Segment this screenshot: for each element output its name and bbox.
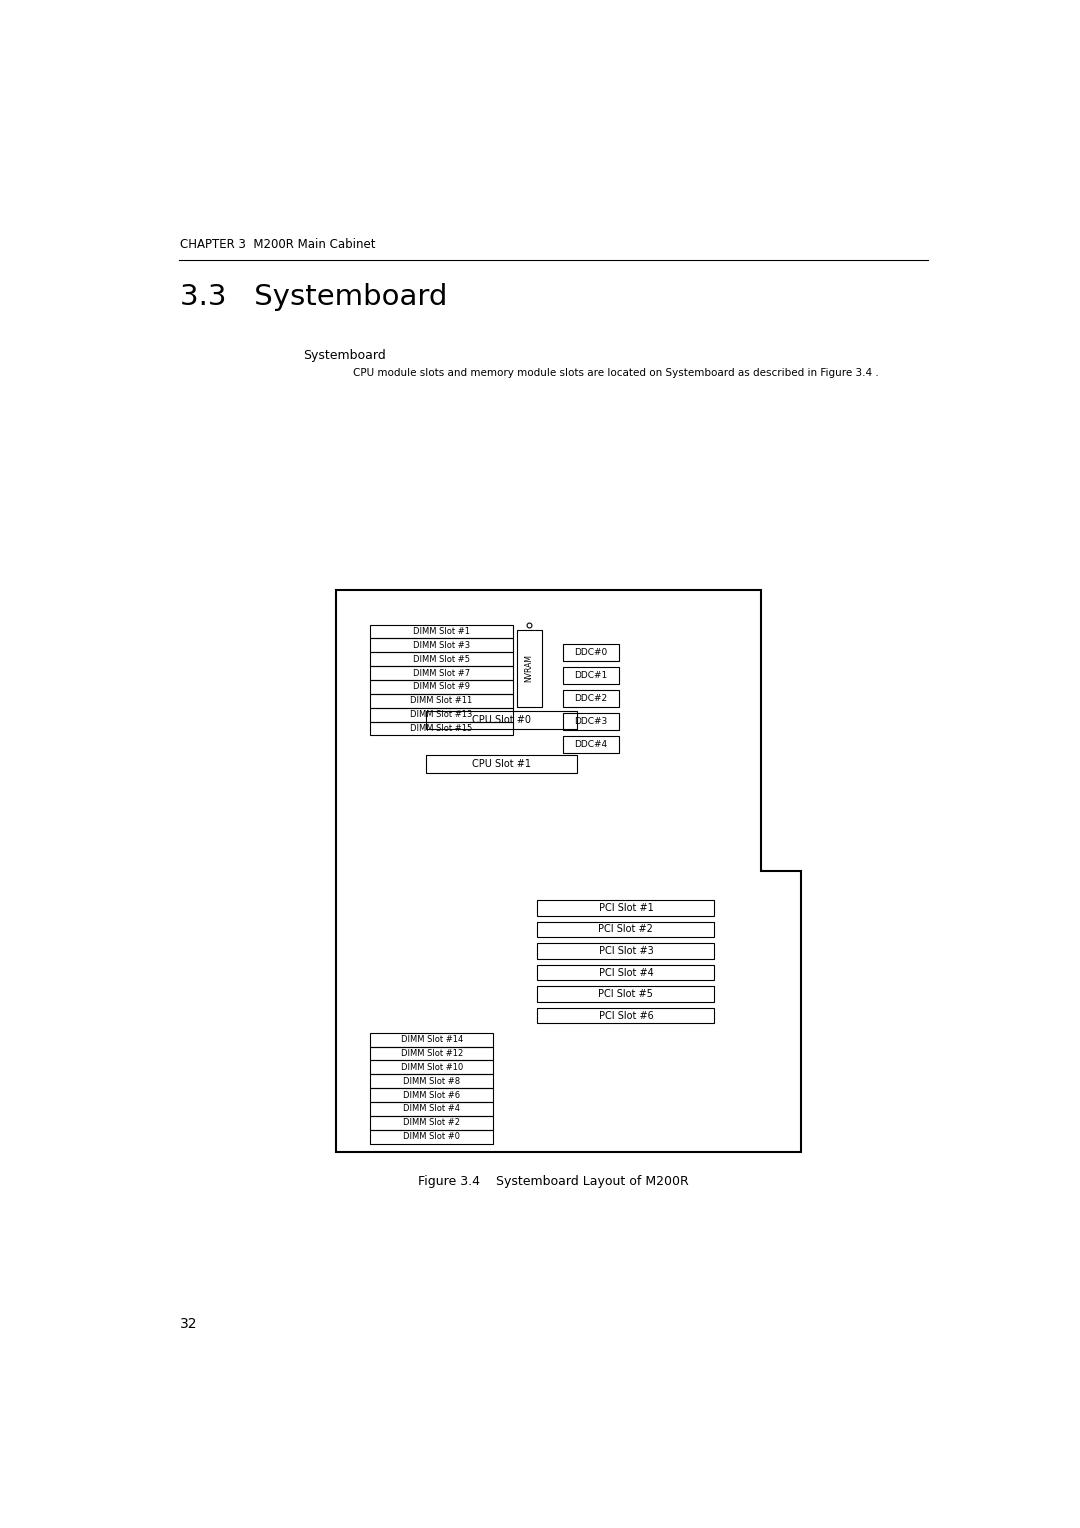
Text: DIMM Slot #4: DIMM Slot #4 bbox=[403, 1105, 460, 1114]
Bar bbox=[370, 652, 513, 666]
Text: PCI Slot #6: PCI Slot #6 bbox=[598, 1010, 653, 1021]
Text: DIMM Slot #5: DIMM Slot #5 bbox=[413, 654, 470, 663]
Text: Systemboard: Systemboard bbox=[303, 348, 386, 362]
Bar bbox=[370, 639, 513, 652]
Bar bbox=[370, 1060, 494, 1074]
Text: CPU Slot #0: CPU Slot #0 bbox=[472, 715, 531, 724]
Bar bbox=[370, 1088, 494, 1102]
Text: CPU module slots and memory module slots are located on Systemboard as described: CPU module slots and memory module slots… bbox=[353, 368, 879, 377]
Bar bbox=[370, 721, 513, 735]
Text: PCI Slot #2: PCI Slot #2 bbox=[598, 924, 653, 935]
Bar bbox=[516, 630, 542, 707]
Bar bbox=[538, 900, 715, 915]
Bar bbox=[370, 1102, 494, 1115]
Bar bbox=[370, 1074, 494, 1088]
Text: PCI Slot #3: PCI Slot #3 bbox=[598, 946, 653, 957]
Text: DIMM Slot #1: DIMM Slot #1 bbox=[413, 626, 470, 636]
Text: DIMM Slot #6: DIMM Slot #6 bbox=[403, 1091, 460, 1100]
Text: DIMM Slot #9: DIMM Slot #9 bbox=[413, 683, 470, 692]
Bar bbox=[563, 643, 619, 660]
Text: DDC#0: DDC#0 bbox=[575, 648, 607, 657]
Text: DIMM Slot #15: DIMM Slot #15 bbox=[410, 724, 473, 733]
Text: NVRAM: NVRAM bbox=[525, 654, 534, 683]
Text: DDC#4: DDC#4 bbox=[575, 740, 607, 749]
Text: DDC#1: DDC#1 bbox=[575, 671, 607, 680]
Bar bbox=[370, 694, 513, 707]
Bar bbox=[538, 987, 715, 1002]
Bar bbox=[538, 943, 715, 958]
Bar bbox=[538, 1008, 715, 1024]
Bar bbox=[538, 921, 715, 937]
Bar bbox=[370, 1047, 494, 1060]
Text: DIMM Slot #3: DIMM Slot #3 bbox=[413, 640, 470, 649]
Text: DIMM Slot #11: DIMM Slot #11 bbox=[410, 697, 473, 706]
Text: PCI Slot #1: PCI Slot #1 bbox=[598, 903, 653, 912]
Bar bbox=[370, 1115, 494, 1129]
Text: CHAPTER 3  M200R Main Cabinet: CHAPTER 3 M200R Main Cabinet bbox=[180, 238, 376, 251]
Text: DIMM Slot #13: DIMM Slot #13 bbox=[410, 711, 473, 720]
Text: DIMM Slot #8: DIMM Slot #8 bbox=[403, 1077, 460, 1086]
Text: DDC#3: DDC#3 bbox=[575, 717, 607, 726]
Text: Figure 3.4    Systemboard Layout of M200R: Figure 3.4 Systemboard Layout of M200R bbox=[418, 1175, 689, 1189]
Bar bbox=[370, 625, 513, 639]
Text: DIMM Slot #12: DIMM Slot #12 bbox=[401, 1048, 463, 1057]
Text: DIMM Slot #0: DIMM Slot #0 bbox=[403, 1132, 460, 1141]
Text: DDC#2: DDC#2 bbox=[575, 694, 607, 703]
Bar bbox=[427, 755, 577, 773]
Text: 3.3   Systemboard: 3.3 Systemboard bbox=[180, 284, 447, 312]
Bar bbox=[563, 714, 619, 730]
Text: PCI Slot #4: PCI Slot #4 bbox=[598, 967, 653, 978]
Bar bbox=[427, 711, 577, 729]
Bar bbox=[563, 736, 619, 753]
Text: 32: 32 bbox=[180, 1317, 198, 1331]
Bar bbox=[370, 1033, 494, 1047]
Text: DIMM Slot #10: DIMM Slot #10 bbox=[401, 1063, 463, 1071]
Bar bbox=[563, 666, 619, 685]
Text: PCI Slot #5: PCI Slot #5 bbox=[598, 989, 653, 999]
Text: DIMM Slot #14: DIMM Slot #14 bbox=[401, 1034, 463, 1044]
Text: DIMM Slot #7: DIMM Slot #7 bbox=[413, 669, 470, 677]
Bar bbox=[370, 707, 513, 721]
Bar bbox=[563, 691, 619, 707]
Bar bbox=[370, 680, 513, 694]
Text: CPU Slot #1: CPU Slot #1 bbox=[472, 759, 531, 769]
Text: DIMM Slot #2: DIMM Slot #2 bbox=[403, 1118, 460, 1128]
Bar bbox=[370, 1129, 494, 1143]
Bar bbox=[538, 964, 715, 981]
Bar bbox=[370, 666, 513, 680]
